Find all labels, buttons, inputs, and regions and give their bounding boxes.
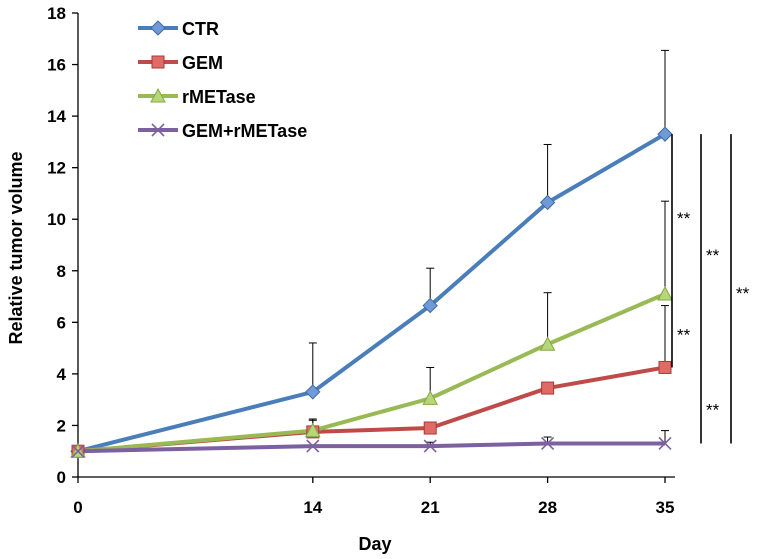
y-tick-label: 8 xyxy=(57,262,66,281)
data-point xyxy=(657,285,673,301)
y-tick-label: 10 xyxy=(47,210,66,229)
data-point xyxy=(657,126,673,142)
data-point xyxy=(422,390,439,405)
error-bars xyxy=(308,49,669,447)
y-tick-label: 12 xyxy=(47,159,66,178)
y-axis-title: Relative tumor volume xyxy=(6,151,26,344)
y-tick-label: 0 xyxy=(57,468,66,487)
data-point xyxy=(539,336,556,351)
data-point xyxy=(422,297,438,314)
y-tick-label: 18 xyxy=(47,4,66,23)
significance-label: ** xyxy=(706,246,720,265)
y-tick-label: 16 xyxy=(47,56,66,75)
data-point-stroke xyxy=(151,123,165,137)
data-point-stroke xyxy=(306,439,320,453)
data-point xyxy=(539,194,556,211)
data-point xyxy=(658,360,672,374)
y-tick-label: 4 xyxy=(57,365,67,384)
significance-label: ** xyxy=(736,284,750,303)
significance-label: ** xyxy=(677,326,691,345)
series-markers xyxy=(70,126,673,459)
data-point xyxy=(541,381,555,395)
legend: CTR GEM rMETase GEM+rMETase xyxy=(138,19,307,141)
data-point xyxy=(658,436,672,451)
data-point xyxy=(541,436,555,451)
x-tick-label: 35 xyxy=(656,498,675,517)
data-point-stroke xyxy=(423,439,437,453)
x-axis-title: Day xyxy=(358,534,391,554)
legend-label: GEM+rMETase xyxy=(182,121,307,141)
data-point xyxy=(151,123,165,137)
y-tick-label: 14 xyxy=(47,107,66,126)
significance-label: ** xyxy=(677,209,691,228)
data-point xyxy=(150,87,166,103)
series-line-GEM xyxy=(77,365,666,454)
x-tick-label: 21 xyxy=(421,498,440,517)
y-tick-label: 6 xyxy=(57,313,66,332)
data-point xyxy=(423,421,437,435)
axes: 0 2 4 6 8 10 12 14 16 18 0 14 21 28 35 xyxy=(47,4,675,517)
data-point xyxy=(304,422,321,438)
legend-label: GEM xyxy=(182,53,223,73)
series-line-CTR xyxy=(77,132,667,454)
significance-brackets: ** ** ** ** ** xyxy=(671,134,750,444)
x-tick-label: 14 xyxy=(303,498,322,517)
x-tick-label: 0 xyxy=(73,498,82,517)
x-tick-label: 28 xyxy=(538,498,557,517)
series-lines xyxy=(77,132,667,454)
data-point xyxy=(305,384,321,400)
data-point xyxy=(306,439,320,453)
data-point-stroke xyxy=(71,444,85,458)
data-point xyxy=(423,439,437,453)
data-point xyxy=(71,444,85,458)
data-point-stroke xyxy=(541,436,555,451)
legend-label: rMETase xyxy=(182,87,256,107)
legend-label: CTR xyxy=(182,19,219,39)
data-point-stroke xyxy=(658,436,672,451)
y-tick-label: 2 xyxy=(57,416,66,435)
significance-label: ** xyxy=(706,400,720,419)
data-point xyxy=(150,20,166,36)
data-point xyxy=(151,55,165,69)
